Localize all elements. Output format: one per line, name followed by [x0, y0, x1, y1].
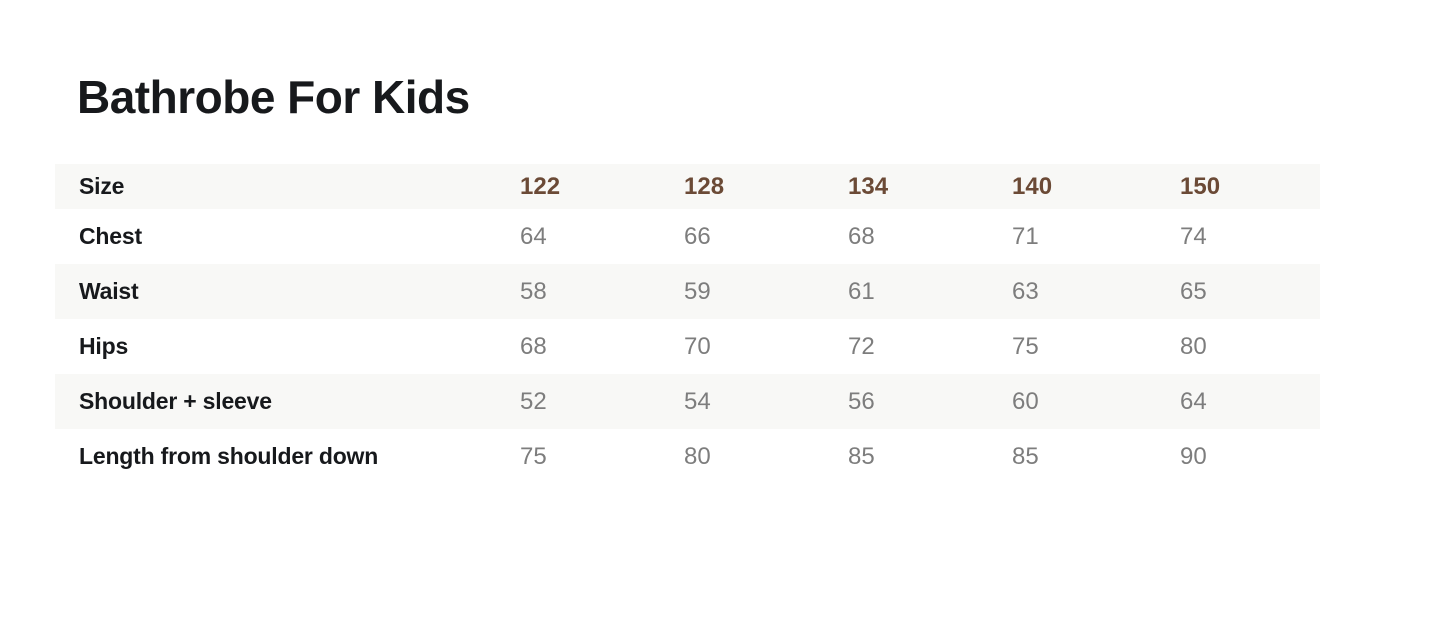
cell-length-140: 85 [1012, 442, 1039, 470]
table-row-length: Length from shoulder down 75 80 85 85 90 [55, 429, 1320, 485]
size-column-140: 140 [1012, 172, 1053, 200]
row-label-hips: Hips [79, 333, 129, 360]
cell-waist-150: 65 [1180, 277, 1207, 305]
cell-length-122: 75 [520, 442, 547, 470]
size-chart-table: Size 122 128 134 140 150 Chest 64 66 68 … [55, 164, 1320, 485]
size-column-122: 122 [520, 172, 561, 200]
cell-shoulder-134: 56 [848, 387, 875, 415]
cell-shoulder-128: 54 [684, 387, 711, 415]
size-column-134: 134 [848, 172, 889, 200]
cell-chest-134: 68 [848, 222, 875, 250]
size-column-128: 128 [684, 172, 725, 200]
table-row-shoulder-sleeve: Shoulder + sleeve 52 54 56 60 64 [55, 374, 1320, 430]
cell-shoulder-122: 52 [520, 387, 547, 415]
cell-chest-128: 66 [684, 222, 711, 250]
size-column-150: 150 [1180, 172, 1221, 200]
cell-length-150: 90 [1180, 442, 1207, 470]
cell-hips-128: 70 [684, 332, 711, 360]
cell-hips-134: 72 [848, 332, 875, 360]
cell-waist-134: 61 [848, 277, 875, 305]
row-label-shoulder-sleeve: Shoulder + sleeve [79, 388, 272, 415]
table-row-hips: Hips 68 70 72 75 80 [55, 319, 1320, 375]
page-title: Bathrobe For Kids [77, 71, 470, 123]
row-label-chest: Chest [79, 223, 142, 250]
cell-hips-122: 68 [520, 332, 547, 360]
row-label-length: Length from shoulder down [79, 443, 379, 470]
cell-waist-122: 58 [520, 277, 547, 305]
table-row-chest: Chest 64 66 68 71 74 [55, 209, 1320, 265]
row-label-waist: Waist [79, 278, 139, 305]
cell-chest-122: 64 [520, 222, 547, 250]
cell-chest-140: 71 [1012, 222, 1039, 250]
cell-waist-128: 59 [684, 277, 711, 305]
size-guide-page: Bathrobe For Kids Size 122 128 134 140 1… [0, 70, 1445, 485]
cell-shoulder-140: 60 [1012, 387, 1039, 415]
cell-chest-150: 74 [1180, 222, 1207, 250]
cell-hips-150: 80 [1180, 332, 1207, 360]
size-header-label: Size [79, 173, 125, 200]
size-chart-header-row: Size 122 128 134 140 150 [55, 164, 1320, 210]
cell-hips-140: 75 [1012, 332, 1039, 360]
cell-length-134: 85 [848, 442, 875, 470]
cell-length-128: 80 [684, 442, 711, 470]
cell-shoulder-150: 64 [1180, 387, 1207, 415]
table-row-waist: Waist 58 59 61 63 65 [55, 264, 1320, 320]
cell-waist-140: 63 [1012, 277, 1039, 305]
